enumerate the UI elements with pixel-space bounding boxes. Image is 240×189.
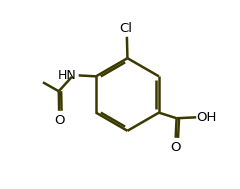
Text: HN: HN — [58, 69, 77, 81]
Text: OH: OH — [197, 111, 217, 124]
Text: O: O — [54, 114, 65, 127]
Text: Cl: Cl — [120, 22, 132, 35]
Text: O: O — [170, 141, 181, 154]
